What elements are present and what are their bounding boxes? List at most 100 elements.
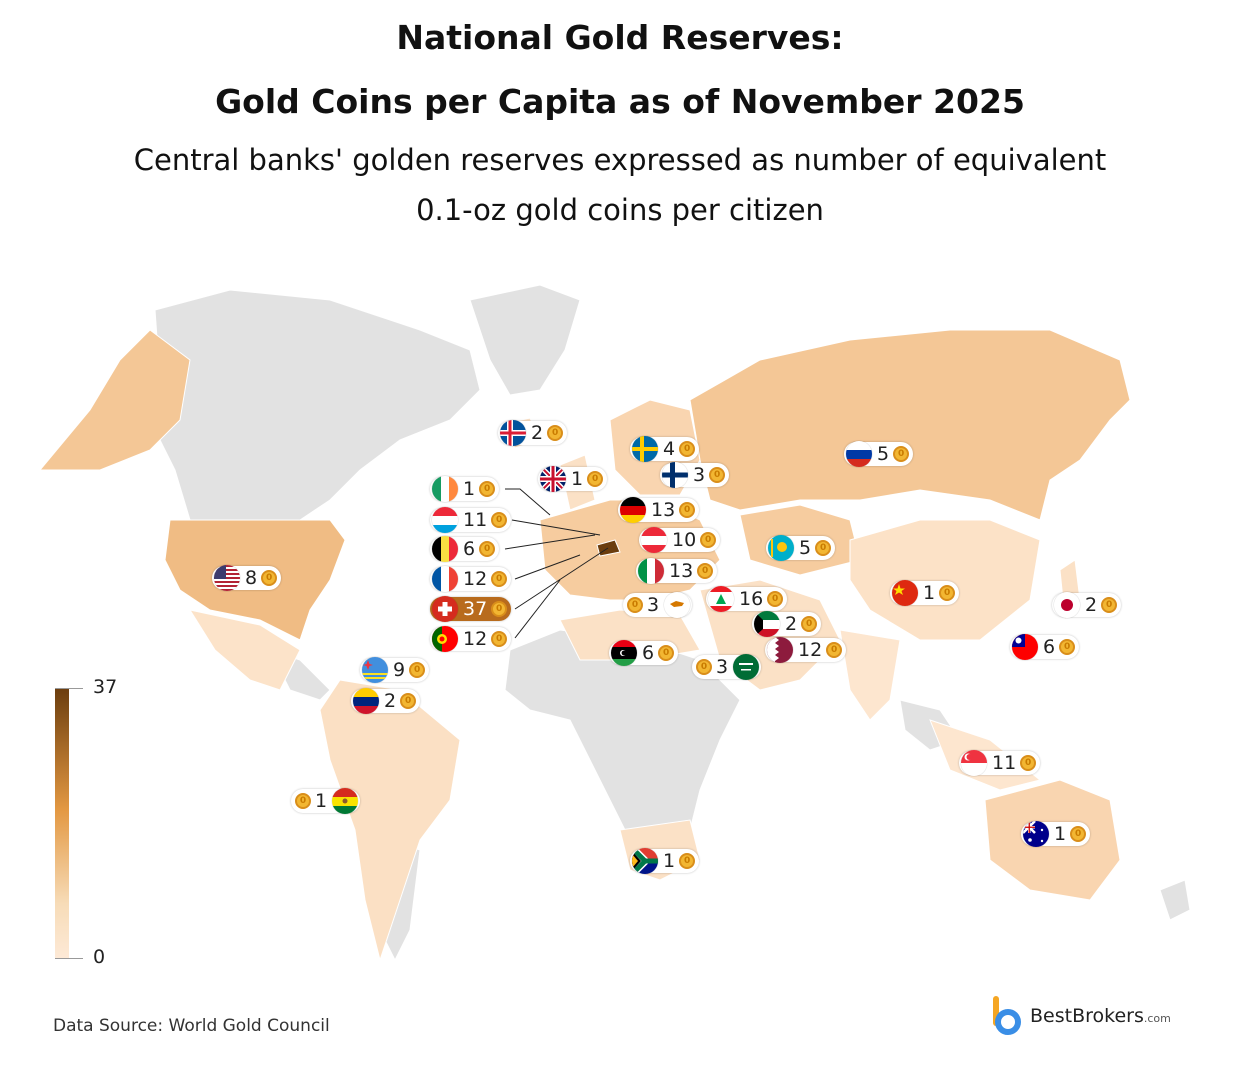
- legend-max-label: 37: [93, 676, 118, 698]
- austria-flag-icon: [641, 527, 667, 553]
- country-label-finland: 3 0: [660, 462, 730, 488]
- gold-coin-icon: 0: [491, 512, 508, 528]
- value-japan: 2: [1085, 594, 1098, 616]
- gold-coin-icon: 0: [295, 793, 311, 809]
- country-label-kuwait: 2 0: [752, 611, 822, 637]
- china-shape: [849, 519, 1041, 641]
- title-line-1: National Gold Reserves:: [396, 18, 844, 57]
- gold-coin-icon: 0: [1059, 639, 1076, 655]
- legend-tick-max: [55, 688, 83, 689]
- gold-coin-icon: 0: [801, 616, 818, 632]
- country-label-cyprus: 3 0: [623, 592, 693, 618]
- country-label-aruba: 9 0: [360, 657, 430, 683]
- country-label-venezuela: 2 0: [351, 688, 421, 714]
- south-america-shape: [319, 679, 461, 962]
- gold-coin-icon: 0: [547, 425, 564, 441]
- value-singapore: 11: [992, 752, 1017, 774]
- mexico-shape: [188, 609, 301, 691]
- country-label-sweden: 4 0: [630, 436, 700, 462]
- country-label-usa: 8 0: [212, 565, 282, 591]
- nz-shape: [1159, 879, 1191, 921]
- value-saudi-arabia: 3: [716, 656, 729, 678]
- country-label-germany: 13 0: [618, 497, 700, 523]
- title-line-2: Gold Coins per Capita as of November 202…: [215, 82, 1025, 121]
- gold-coin-icon: 0: [679, 853, 696, 869]
- value-germany: 13: [651, 499, 676, 521]
- country-label-russia: 5 0: [844, 441, 914, 467]
- data-source: Data Source: World Gold Council: [53, 1016, 330, 1036]
- brand-logo: BestBrokers.com: [990, 994, 1171, 1038]
- country-label-australia: 1 0: [1021, 821, 1091, 847]
- value-kazakhstan: 5: [799, 537, 812, 559]
- japan-flag-icon: [1054, 592, 1080, 618]
- gold-coin-icon: 0: [700, 532, 717, 548]
- india-shape: [839, 629, 901, 721]
- gold-coin-icon: 0: [491, 601, 508, 617]
- switzerland-flag-icon: [432, 596, 458, 622]
- qatar-flag-icon: [767, 637, 793, 663]
- gold-coin-icon: 0: [893, 446, 910, 462]
- gold-coin-icon: 0: [1070, 826, 1087, 842]
- value-china: 1: [923, 582, 936, 604]
- aruba-flag-icon: [362, 657, 388, 683]
- country-label-france: 12 0: [430, 566, 512, 592]
- value-taiwan: 6: [1043, 636, 1056, 658]
- australia-flag-icon: [1023, 821, 1049, 847]
- subtitle-line-1: Central banks' golden reserves expressed…: [133, 143, 1107, 177]
- leader-switzerland: [514, 547, 609, 610]
- lebanon-flag-icon: [708, 586, 734, 612]
- gold-coin-icon: 0: [696, 659, 712, 675]
- gold-coin-icon: 0: [679, 502, 696, 518]
- south-africa-flag-icon: [632, 848, 658, 874]
- color-scale-bar: [55, 688, 69, 958]
- country-label-taiwan: 6 0: [1010, 634, 1080, 660]
- venezuela-flag-icon: [353, 688, 379, 714]
- country-label-bolivia: 1 0: [291, 788, 361, 814]
- gold-coin-icon: 0: [658, 645, 675, 661]
- gold-coin-icon: 0: [409, 662, 426, 678]
- value-portugal: 12: [463, 628, 488, 650]
- sweden-flag-icon: [632, 436, 658, 462]
- cyprus-flag-icon: [664, 592, 691, 618]
- gold-coin-icon: 0: [491, 571, 508, 587]
- gold-coin-icon: 0: [261, 570, 278, 586]
- value-south-africa: 1: [663, 850, 676, 872]
- alaska-shape: [38, 329, 191, 471]
- value-venezuela: 2: [384, 690, 397, 712]
- value-qatar: 12: [798, 639, 823, 661]
- legend-tick-min: [55, 958, 83, 959]
- brand-name: BestBrokers.com: [1030, 1005, 1171, 1027]
- gold-coin-icon: 0: [479, 481, 496, 497]
- country-label-iceland: 2 0: [498, 420, 568, 446]
- legend-min-label: 0: [93, 946, 106, 968]
- value-france: 12: [463, 568, 488, 590]
- taiwan-flag-icon: [1012, 634, 1038, 660]
- uk-flag-icon: [540, 466, 566, 492]
- value-lebanon: 16: [739, 588, 764, 610]
- canada-shape: [149, 289, 481, 521]
- country-label-ireland: 1 0: [430, 476, 500, 502]
- leader-france: [514, 554, 581, 580]
- subtitle-line-2: 0.1-oz gold coins per citizen: [416, 193, 824, 227]
- saudi-arabia-flag-icon: [733, 654, 760, 680]
- country-label-japan: 2 0: [1052, 592, 1122, 618]
- gold-coin-icon: 0: [815, 540, 832, 556]
- finland-flag-icon: [662, 462, 688, 488]
- gold-coin-icon: 0: [826, 642, 843, 658]
- country-label-luxembourg: 11 0: [430, 507, 512, 533]
- kazakhstan-flag-icon: [768, 535, 794, 561]
- country-label-lebanon: 16 0: [706, 586, 788, 612]
- singapore-flag-icon: [961, 750, 987, 776]
- value-usa: 8: [245, 567, 258, 589]
- value-uk: 1: [571, 468, 584, 490]
- gold-coin-icon: 0: [479, 541, 496, 557]
- country-label-china: 1 0: [890, 580, 960, 606]
- gold-coin-icon: 0: [1020, 755, 1037, 771]
- leader-belgium: [504, 534, 596, 550]
- value-italy: 13: [669, 560, 694, 582]
- gold-coin-icon: 0: [767, 591, 784, 607]
- country-label-italy: 13 0: [636, 558, 718, 584]
- bestbrokers-logo-icon: [993, 996, 1021, 1035]
- country-label-libya: 6 0: [609, 640, 679, 666]
